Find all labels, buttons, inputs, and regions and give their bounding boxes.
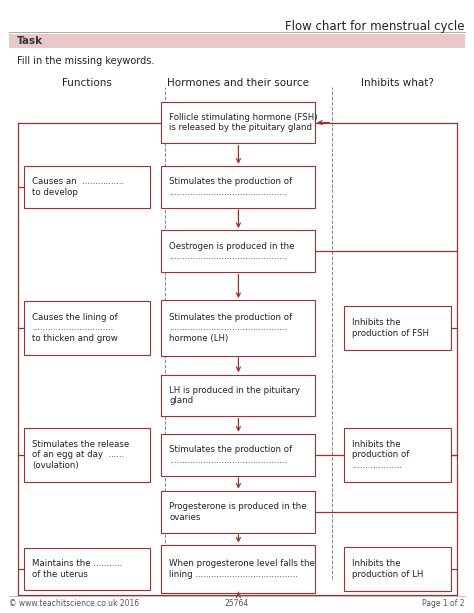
FancyBboxPatch shape — [161, 102, 316, 143]
FancyBboxPatch shape — [161, 166, 316, 208]
Text: Stimulates the production of
.............................................: Stimulates the production of ...........… — [170, 177, 292, 197]
FancyBboxPatch shape — [161, 434, 316, 476]
FancyBboxPatch shape — [24, 428, 149, 482]
Text: Task: Task — [17, 36, 43, 46]
Text: Stimulates the production of
.............................................: Stimulates the production of ...........… — [170, 445, 292, 465]
Text: 25764: 25764 — [225, 600, 249, 608]
Text: Hormones and their source: Hormones and their source — [167, 78, 310, 88]
FancyBboxPatch shape — [9, 34, 465, 48]
Text: Flow chart for menstrual cycle: Flow chart for menstrual cycle — [285, 20, 465, 32]
FancyBboxPatch shape — [344, 547, 450, 591]
Text: © www.teachitscience.co.uk 2016: © www.teachitscience.co.uk 2016 — [9, 600, 140, 608]
Text: Follicle stimulating hormone (FSH)
is released by the pituitary gland: Follicle stimulating hormone (FSH) is re… — [170, 113, 318, 132]
Text: Maintains the ...........
of the uterus: Maintains the ........... of the uterus — [32, 559, 122, 579]
FancyBboxPatch shape — [24, 166, 149, 208]
Text: Causes an  ................
to develop: Causes an ................ to develop — [32, 177, 124, 197]
Text: Page 1 of 2: Page 1 of 2 — [422, 600, 465, 608]
Text: Inhibits the
production of
...................: Inhibits the production of .............… — [352, 440, 410, 470]
Text: Inhibits the
production of LH: Inhibits the production of LH — [352, 559, 423, 579]
FancyBboxPatch shape — [161, 375, 316, 416]
Text: When progesterone level falls the
lining .......................................: When progesterone level falls the lining… — [170, 559, 315, 579]
FancyBboxPatch shape — [161, 300, 316, 356]
Text: Causes the lining of
...............................
to thicken and grow: Causes the lining of ...................… — [32, 313, 118, 343]
FancyBboxPatch shape — [344, 428, 450, 482]
FancyBboxPatch shape — [24, 301, 149, 355]
Text: LH is produced in the pituitary
gland: LH is produced in the pituitary gland — [170, 386, 301, 405]
FancyBboxPatch shape — [161, 491, 316, 533]
Text: Stimulates the production of
.............................................
hormo: Stimulates the production of ...........… — [170, 313, 292, 343]
FancyBboxPatch shape — [24, 548, 149, 590]
FancyBboxPatch shape — [344, 306, 450, 350]
Text: Functions: Functions — [62, 78, 112, 88]
Text: Inhibits the
production of FSH: Inhibits the production of FSH — [352, 318, 429, 338]
Text: Fill in the missing keywords.: Fill in the missing keywords. — [17, 56, 154, 66]
FancyBboxPatch shape — [161, 545, 316, 593]
Text: Inhibits what?: Inhibits what? — [361, 78, 434, 88]
FancyBboxPatch shape — [161, 230, 316, 272]
Text: Progesterone is produced in the
ovaries: Progesterone is produced in the ovaries — [170, 502, 307, 522]
Text: Stimulates the release
of an egg at day  ......
(ovulation): Stimulates the release of an egg at day … — [32, 440, 129, 470]
Text: Oestrogen is produced in the
.............................................: Oestrogen is produced in the ...........… — [170, 242, 295, 261]
